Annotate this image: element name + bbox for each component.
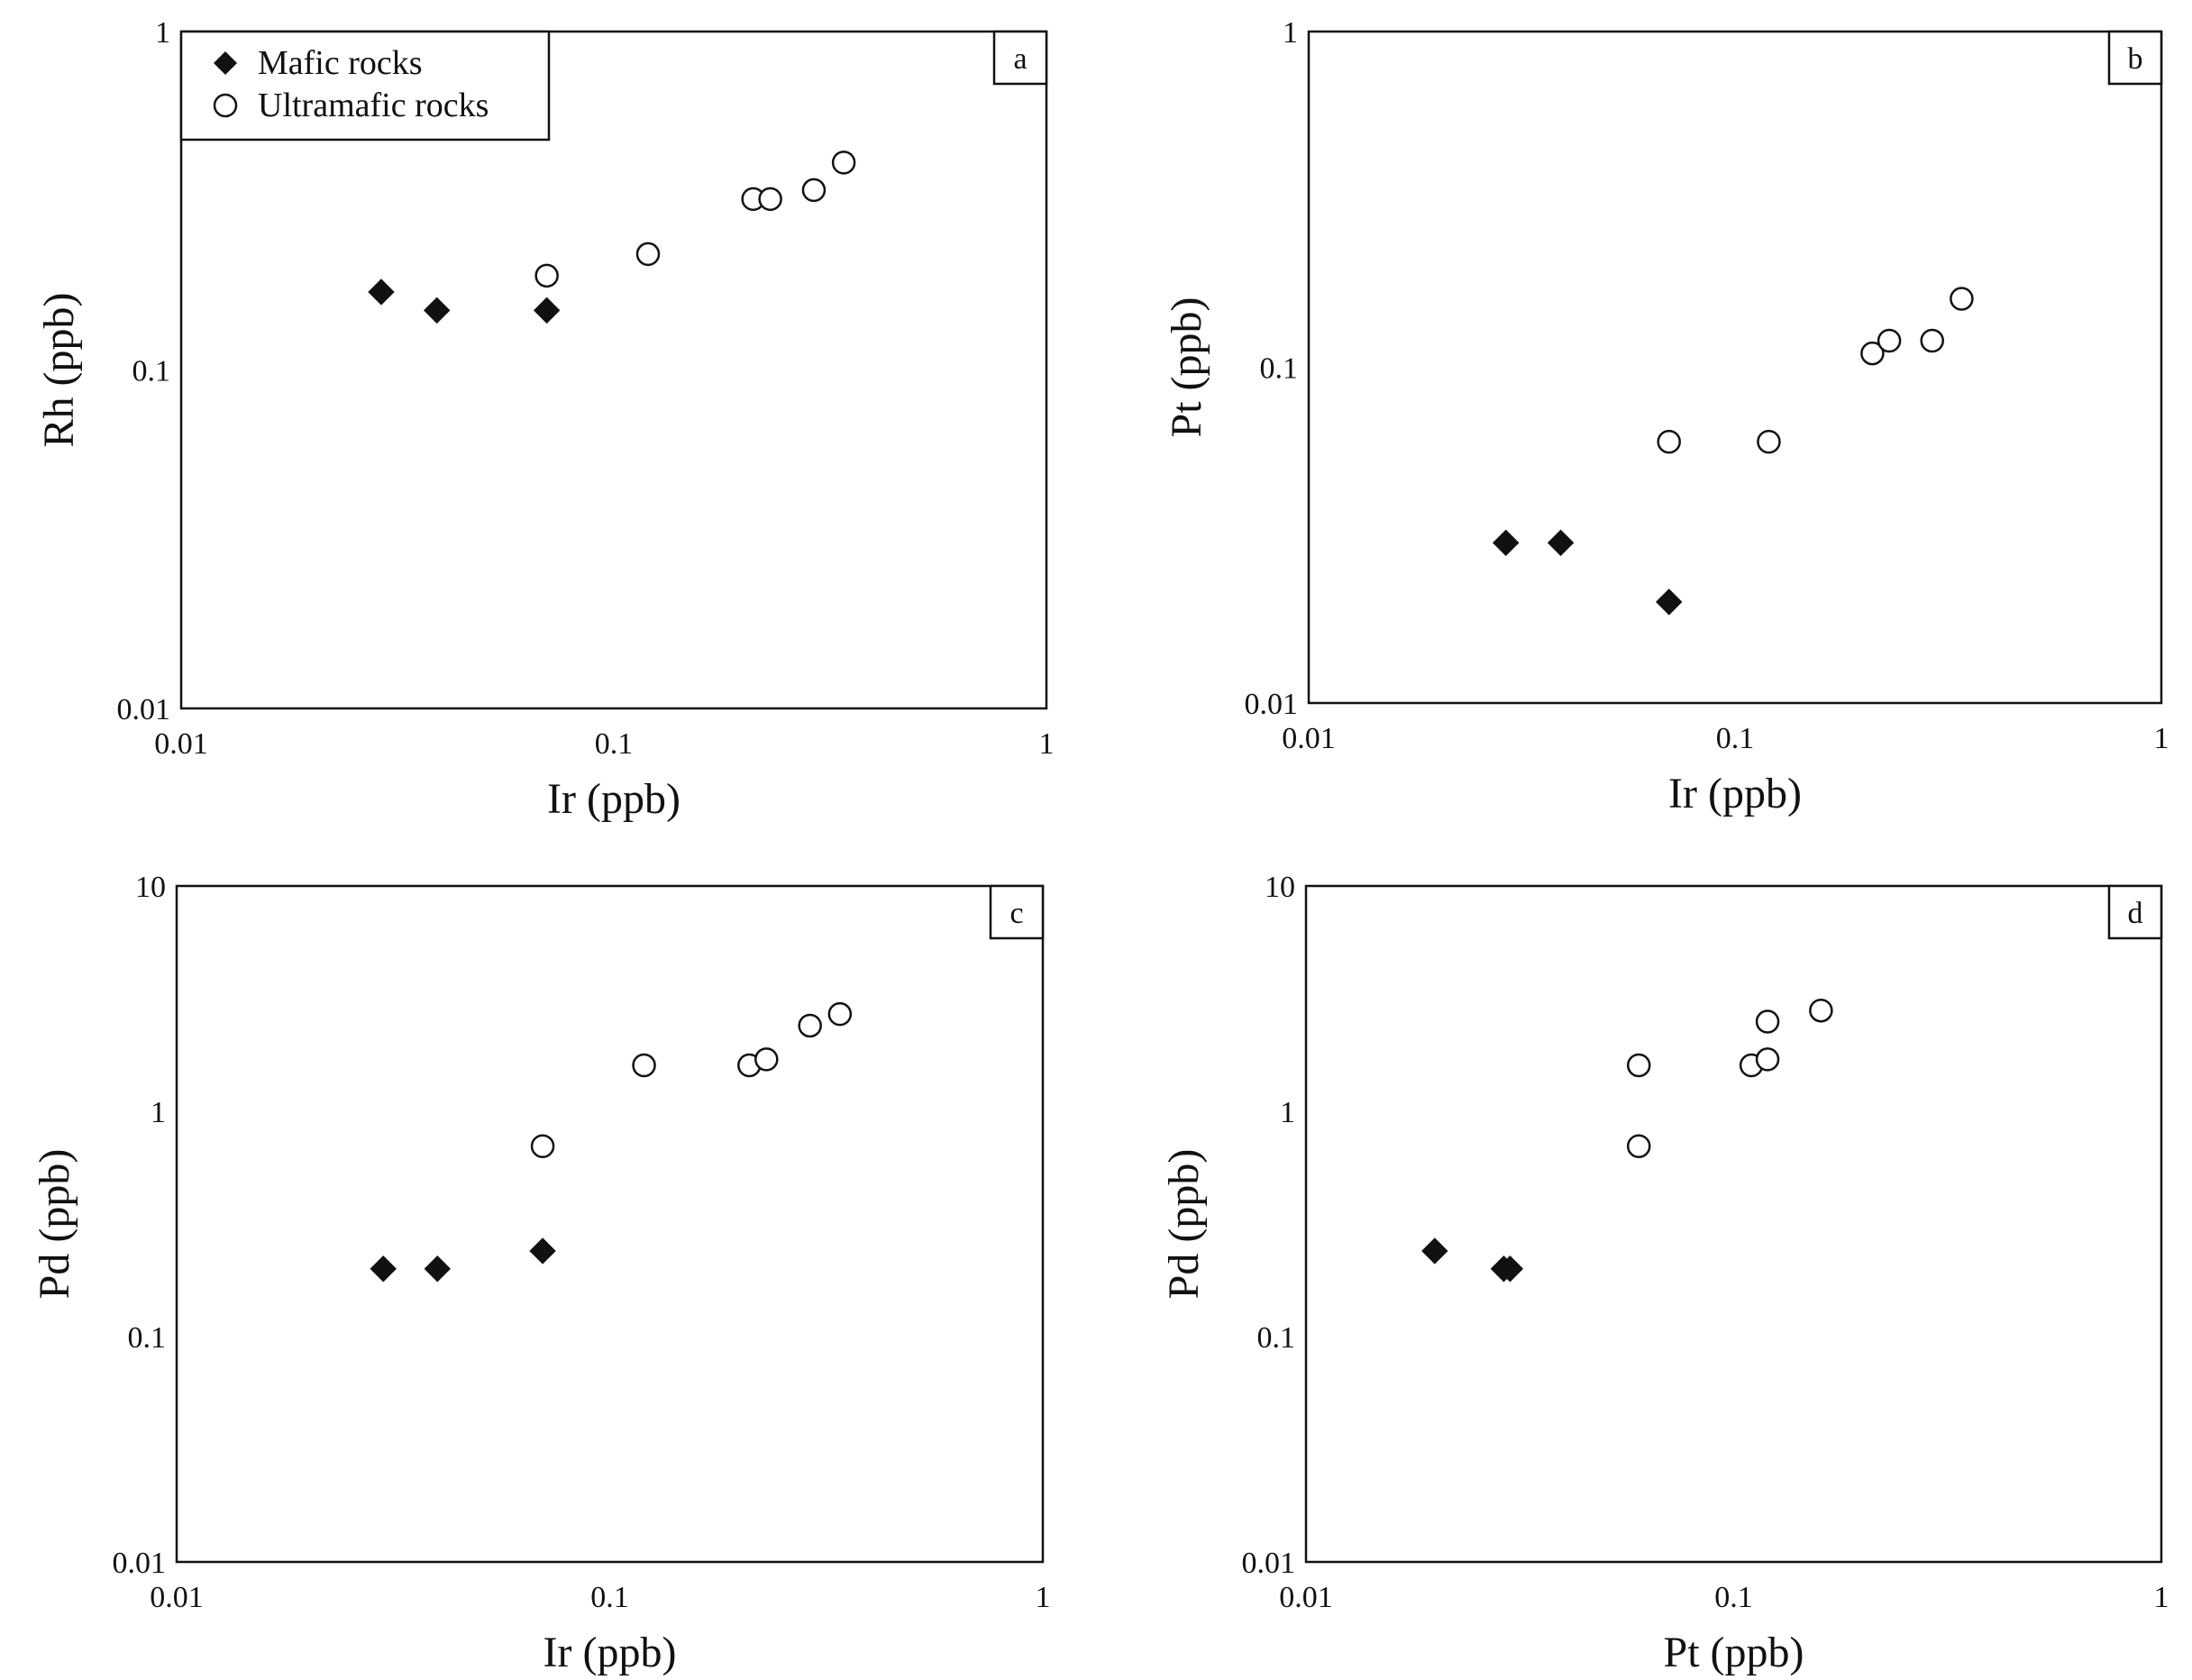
ultramafic-point bbox=[530, 1134, 555, 1158]
panel-letter-box bbox=[2107, 884, 2163, 940]
x-tick-label: 0.01 bbox=[150, 1581, 204, 1614]
panel-letter-box bbox=[989, 884, 1045, 940]
y-tick-label: 10 bbox=[135, 871, 166, 904]
mafic-point bbox=[424, 1255, 451, 1283]
panel-a: 0.01 0.1 1 0.01 0.1 1 Ir (ppb) Rh (ppb) a bbox=[35, 16, 1055, 823]
ultramafic-point bbox=[801, 178, 827, 203]
panel-letter: b bbox=[2128, 42, 2143, 76]
ultramafic-point bbox=[1860, 341, 1885, 366]
ultramafic-point bbox=[1920, 328, 1944, 353]
mafic-point bbox=[1656, 589, 1683, 616]
ultramafic-point bbox=[758, 187, 782, 212]
mafic-point bbox=[1493, 529, 1520, 556]
y-tick-label: 0.1 bbox=[1257, 1321, 1296, 1355]
x-tick-label: 1 bbox=[1039, 727, 1055, 761]
legend-mafic-label: Mafic rocks bbox=[258, 44, 423, 82]
mafic-point bbox=[533, 297, 561, 324]
x-tick-label: 1 bbox=[1036, 1581, 1051, 1614]
ultramafic-point bbox=[1657, 429, 1681, 454]
panel-letter-box bbox=[992, 30, 1048, 86]
x-axis-title: Ir (ppb) bbox=[543, 1629, 677, 1676]
ultramafic-point bbox=[1757, 429, 1781, 454]
plot-frame bbox=[1307, 30, 2163, 705]
y-tick-label: 1 bbox=[155, 16, 170, 50]
panel-letter: d bbox=[2128, 897, 2143, 930]
y-tick-label: 0.01 bbox=[113, 1547, 167, 1580]
mafic-point bbox=[529, 1237, 556, 1265]
ultramafic-point bbox=[1626, 1134, 1651, 1158]
y-tick-label: 10 bbox=[1265, 871, 1295, 904]
y-tick-label: 0.1 bbox=[1260, 352, 1299, 386]
ultramafic-point bbox=[632, 1053, 656, 1078]
mafic-point bbox=[1496, 1255, 1524, 1283]
mafic-point bbox=[370, 1255, 397, 1283]
x-tick-label: 0.1 bbox=[595, 727, 634, 761]
x-axis-title: Ir (ppb) bbox=[1668, 770, 1802, 817]
panel-letter: c bbox=[1009, 897, 1023, 930]
legend-box bbox=[179, 30, 551, 142]
x-tick-label: 0.01 bbox=[154, 727, 208, 761]
legend-mafic-marker bbox=[214, 51, 237, 75]
panel-letter-box bbox=[2107, 30, 2163, 86]
ultramafic-point bbox=[635, 242, 661, 267]
legend-ultramafic-marker bbox=[213, 93, 238, 118]
ultramafic-point bbox=[754, 1047, 779, 1072]
mafic-point bbox=[1547, 529, 1575, 556]
ultramafic-point bbox=[1626, 1053, 1651, 1078]
ultramafic-point bbox=[1809, 998, 1833, 1023]
panel-c: 0.01 0.1 1 0.01 0.1 1 10 Ir (ppb) Pd (ppb) c bbox=[31, 871, 1051, 1676]
x-tick-label: 0.1 bbox=[1716, 722, 1755, 755]
ultramafic-point bbox=[1755, 1009, 1780, 1034]
y-axis-title: Pt (ppb) bbox=[1163, 297, 1210, 438]
y-tick-label: 0.1 bbox=[132, 355, 171, 388]
x-axis-title: Ir (ppb) bbox=[547, 775, 680, 823]
x-axis-title: Pt (ppb) bbox=[1664, 1629, 1804, 1676]
y-tick-label: 0.01 bbox=[1242, 1547, 1296, 1580]
y-tick-label: 0.01 bbox=[117, 693, 171, 726]
x-tick-label: 0.1 bbox=[1714, 1581, 1753, 1614]
y-tick-label: 1 bbox=[1280, 1096, 1295, 1129]
x-tick-label: 0.01 bbox=[1282, 722, 1336, 755]
mafic-point bbox=[368, 278, 395, 306]
mafic-point bbox=[1421, 1237, 1448, 1265]
x-tick-label: 1 bbox=[2154, 722, 2169, 755]
x-tick-label: 0.01 bbox=[1279, 1581, 1333, 1614]
y-axis-title: Rh (ppb) bbox=[35, 293, 83, 448]
panel-b: 0.01 0.1 1 0.01 0.1 1 Ir (ppb) Pt (ppb) b bbox=[1163, 16, 2169, 817]
y-tick-label: 1 bbox=[1283, 16, 1298, 50]
y-axis-title: Pd (ppb) bbox=[1160, 1149, 1208, 1300]
ultramafic-point bbox=[1877, 328, 1902, 353]
panel-d: 0.01 0.1 1 0.01 0.1 1 10 Pt (ppb) Pd (ppb) d bbox=[1160, 871, 2169, 1676]
plot-frame bbox=[175, 884, 1045, 1564]
mafic-point bbox=[424, 297, 451, 324]
panel-letter: a bbox=[1013, 42, 1027, 76]
legend-ultramafic-label: Ultramafic rocks bbox=[258, 87, 489, 124]
ultramafic-point bbox=[831, 151, 856, 175]
y-tick-label: 1 bbox=[151, 1096, 166, 1129]
y-tick-label: 0.01 bbox=[1245, 688, 1299, 721]
y-axis-title: Pd (ppb) bbox=[31, 1149, 78, 1300]
ultramafic-point bbox=[827, 1001, 853, 1027]
x-tick-label: 0.1 bbox=[590, 1581, 629, 1614]
plot-frame bbox=[1304, 884, 2163, 1564]
ultramafic-point bbox=[1950, 287, 1974, 311]
y-tick-label: 0.1 bbox=[128, 1321, 167, 1355]
x-tick-label: 1 bbox=[2154, 1581, 2169, 1614]
plot-frame bbox=[179, 30, 1048, 710]
ultramafic-point bbox=[534, 263, 559, 288]
ultramafic-point bbox=[798, 1013, 822, 1038]
ultramafic-point bbox=[1755, 1047, 1780, 1072]
legend: Mafic rocks Ultramafic rocks bbox=[179, 30, 551, 142]
